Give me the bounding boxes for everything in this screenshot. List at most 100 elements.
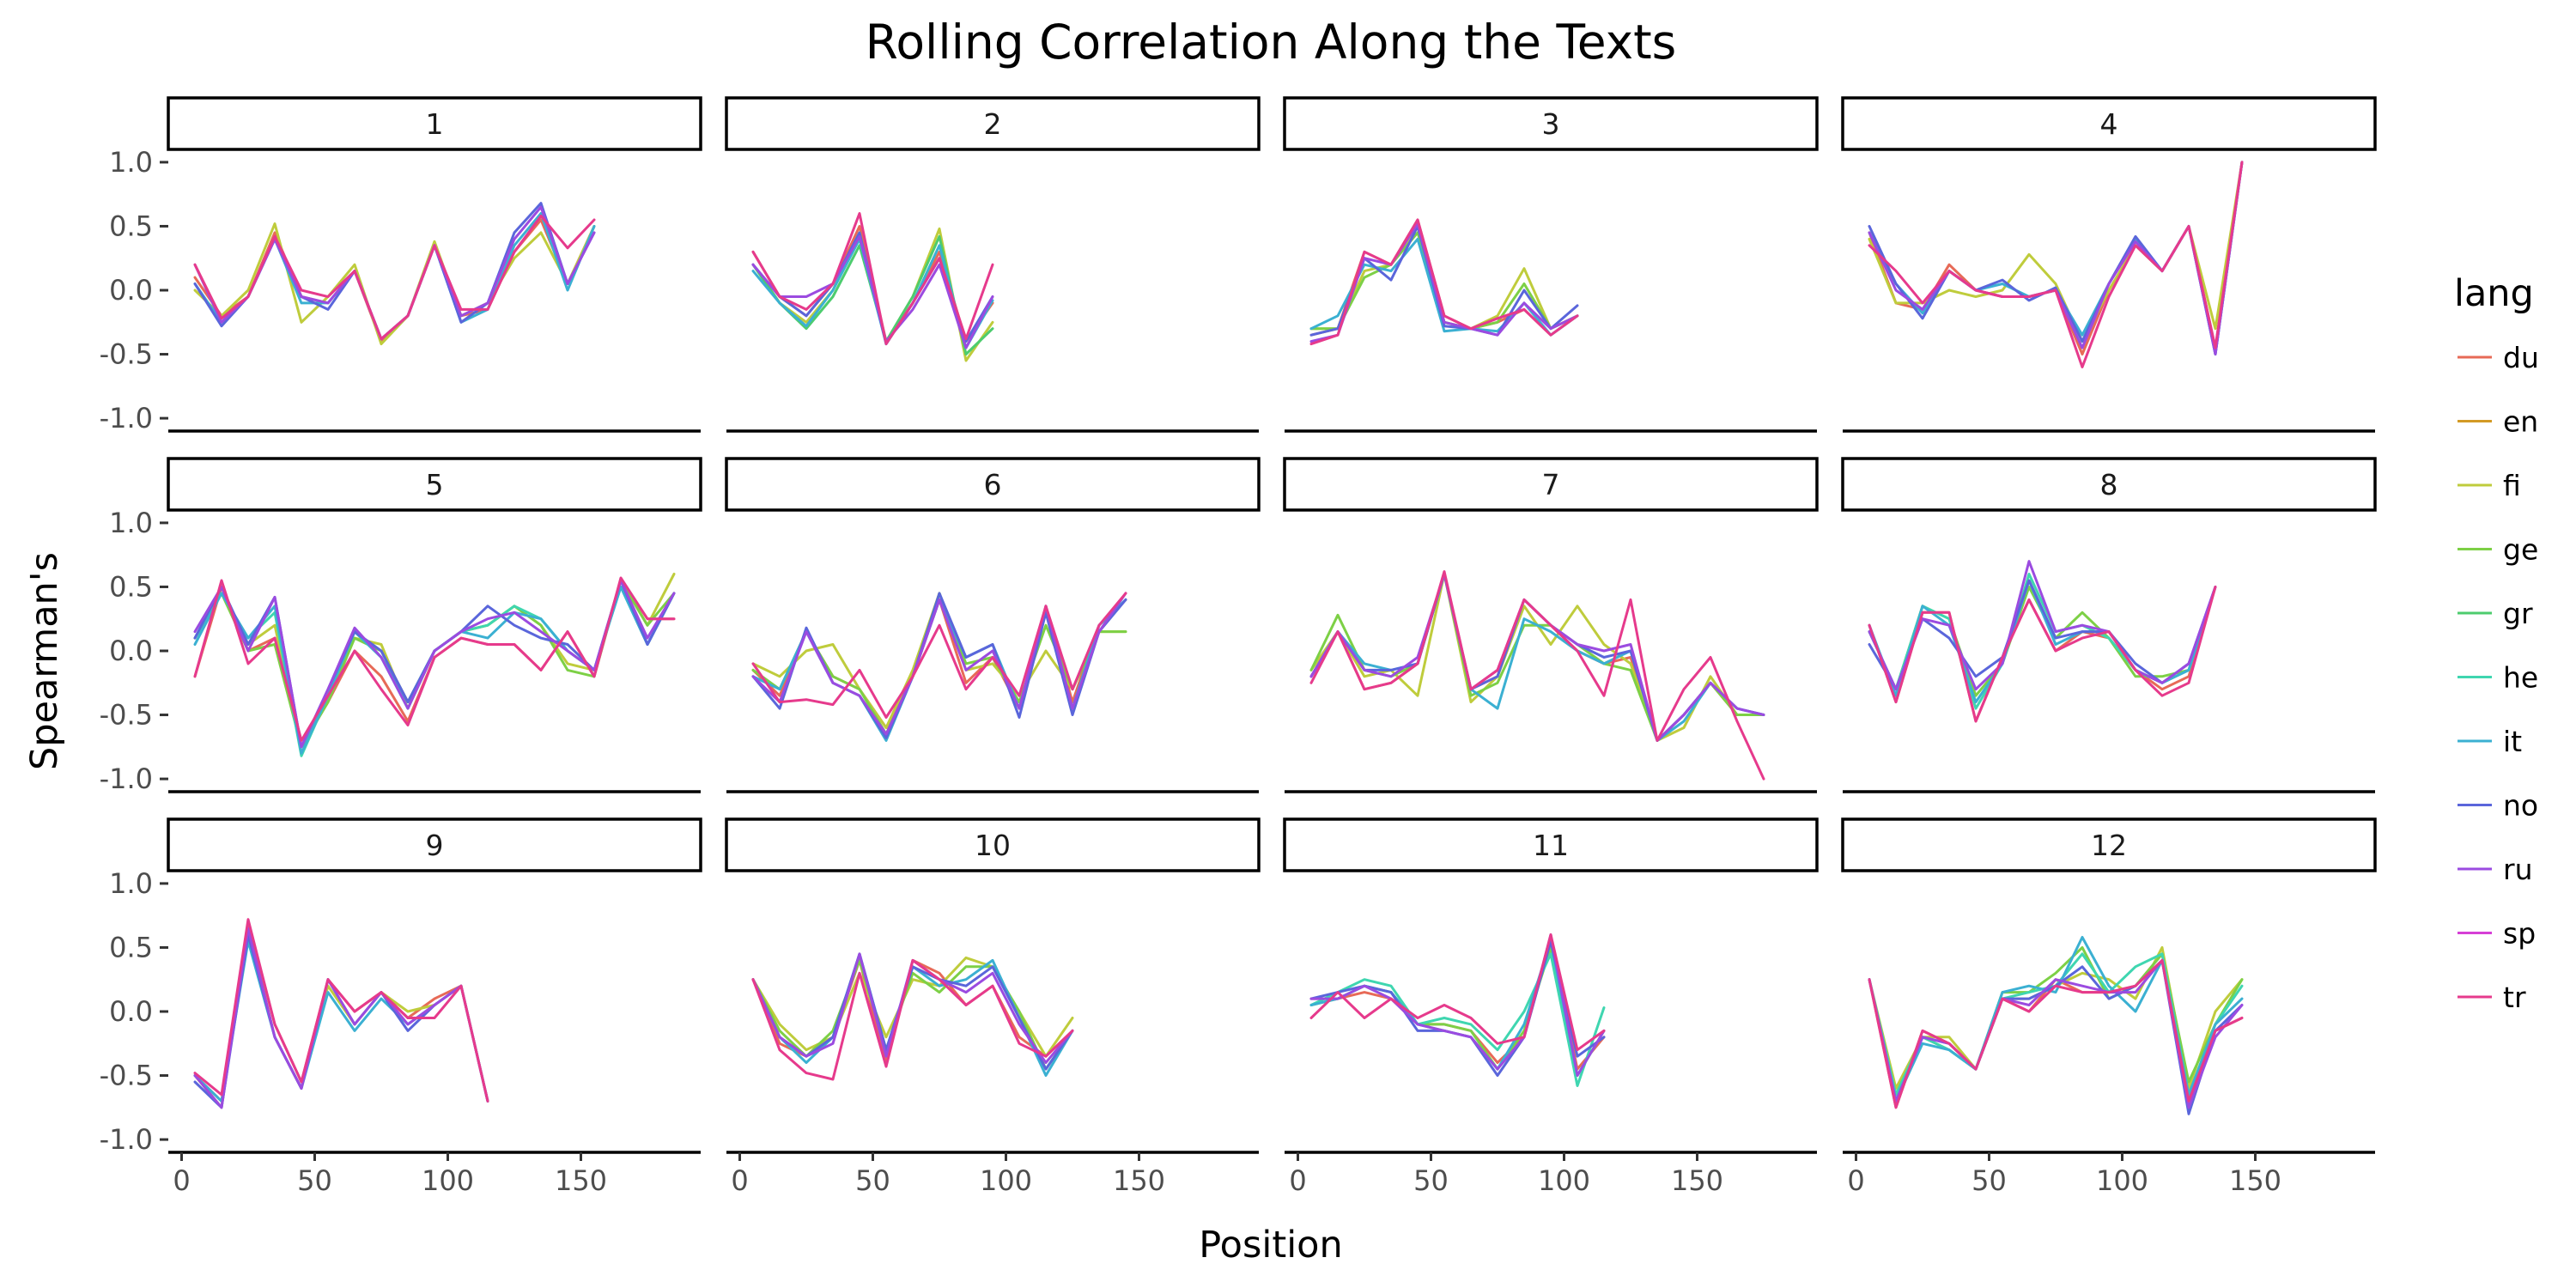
series-line-it <box>751 598 1127 742</box>
y-tick-label: -1.0 <box>100 1123 153 1156</box>
panel-9: 9 1.0 0.5 0.0 -0.5 -1.0 0 50 100 150 <box>100 817 702 1197</box>
y-tick-label: 0.0 <box>109 995 153 1028</box>
strip-label: 4 <box>2100 107 2118 141</box>
y-tick-label: 1.0 <box>109 146 153 179</box>
legend-item-sp: sp <box>2458 917 2536 951</box>
x-tick-label: 150 <box>1113 1164 1165 1197</box>
x-tick-label: 100 <box>2096 1164 2148 1197</box>
panel-1: 1 1.0 0.5 0.0 -0.5 -1.0 <box>100 96 702 434</box>
series-line-du <box>193 579 676 749</box>
legend-label: sp <box>2503 917 2536 951</box>
x-tick-label: 150 <box>1671 1164 1723 1197</box>
strip-label: 9 <box>426 829 444 862</box>
legend-label: tr <box>2503 981 2526 1014</box>
series-line-it <box>1309 573 1765 742</box>
panel-8: 8 <box>1841 457 2377 793</box>
series-line-fi <box>193 222 596 346</box>
strip-label: 2 <box>984 107 1002 141</box>
legend-label: ru <box>2503 853 2532 886</box>
series-line-ge <box>1868 946 2244 1097</box>
series-line-ru <box>1868 560 2217 691</box>
legend-item-en: en <box>2458 405 2538 439</box>
series-line-it <box>1868 936 2244 1103</box>
series-line-tr <box>1309 933 1606 1052</box>
strip-box <box>725 457 1261 512</box>
strip-box <box>725 96 1261 151</box>
panel-2: 2 <box>725 96 1261 433</box>
strip-label: 11 <box>1533 829 1569 862</box>
panel-5: 5 1.0 0.5 0.0 -0.5 -1.0 <box>100 457 702 795</box>
x-tick-label: 100 <box>1538 1164 1590 1197</box>
x-tick-label: 0 <box>1847 1164 1864 1197</box>
series-line-no <box>1309 573 1765 742</box>
series-line-tr <box>1868 958 2244 1109</box>
series-line-ge <box>751 592 1127 736</box>
legend-item-ru: ru <box>2458 853 2532 886</box>
strip-box <box>1283 96 1819 151</box>
series-line-fi <box>1309 573 1765 742</box>
panel-10: 100 50 100 150 <box>725 817 1261 1197</box>
panel-7: 7 <box>1283 457 1819 793</box>
series-line-tr <box>1309 570 1765 781</box>
series-line-no <box>1868 161 2244 355</box>
strip-box <box>167 96 702 151</box>
strip-box <box>1283 457 1819 512</box>
chart-title: Rolling Correlation Along the Texts <box>866 15 1677 70</box>
legend-label: fi <box>2503 469 2521 502</box>
series-line-ru <box>751 592 1127 736</box>
legend-label: no <box>2503 789 2538 823</box>
x-tick-label: 0 <box>1289 1164 1306 1197</box>
legend-item-fi: fi <box>2458 469 2521 502</box>
series-line-ru <box>193 579 676 749</box>
series-line-it <box>193 939 489 1103</box>
y-tick-label: 1.0 <box>109 507 153 539</box>
series-line-fi <box>193 927 489 1109</box>
strip-box <box>1841 96 2377 151</box>
strip-box <box>725 817 1261 872</box>
x-tick-label: 50 <box>297 1164 332 1197</box>
legend-item-tr: tr <box>2458 981 2526 1014</box>
y-tick-label: 0.5 <box>109 570 153 603</box>
x-tick-label: 100 <box>980 1164 1032 1197</box>
strip-box <box>167 817 702 872</box>
x-tick-label: 0 <box>173 1164 190 1197</box>
y-tick-label: 0.0 <box>109 635 153 667</box>
x-tick-label: 50 <box>1413 1164 1449 1197</box>
strip-label: 3 <box>1542 107 1560 141</box>
series-line-ge <box>1309 573 1765 742</box>
series-line-ru <box>751 234 994 349</box>
strip-box <box>1283 817 1819 872</box>
series-line-ru <box>1309 222 1579 343</box>
legend-label: he <box>2503 661 2538 695</box>
y-tick-label: -0.5 <box>100 699 153 732</box>
panel-11: 11 0 50 100 150 <box>1283 817 1819 1197</box>
y-tick-label: 0.0 <box>109 274 153 307</box>
legend-title: lang <box>2454 272 2534 315</box>
panel-12: 12 0 50 100 150 <box>1841 817 2377 1197</box>
series-line-tr <box>193 918 489 1103</box>
series-line-he <box>1309 952 1606 1087</box>
panel-3: 3 <box>1283 96 1819 433</box>
series-line-it <box>1868 161 2244 355</box>
strip-label: 6 <box>984 468 1002 501</box>
legend-item-ge: ge <box>2458 533 2538 567</box>
panel-4: 4 <box>1841 96 2377 433</box>
y-tick-label: -1.0 <box>100 402 153 434</box>
y-tick-label: -1.0 <box>100 762 153 795</box>
legend-label: it <box>2503 725 2522 758</box>
y-tick-label: -0.5 <box>100 338 153 371</box>
legend: lang du en fi ge gr he it no ru sp tr <box>2454 272 2539 1014</box>
strip-label: 1 <box>426 107 444 141</box>
y-tick-label: -0.5 <box>100 1060 153 1092</box>
x-tick-label: 150 <box>2229 1164 2281 1197</box>
legend-item-du: du <box>2458 341 2539 374</box>
series-line-tr <box>193 576 676 742</box>
strip-box <box>167 457 702 512</box>
series-line-tr <box>751 212 994 346</box>
series-line-tr <box>1309 218 1579 346</box>
y-tick-label: 1.0 <box>109 867 153 900</box>
legend-item-gr: gr <box>2458 597 2533 630</box>
series-line-ru <box>1309 573 1765 742</box>
legend-label: en <box>2503 405 2538 439</box>
x-axis-title: Position <box>1199 1224 1342 1267</box>
